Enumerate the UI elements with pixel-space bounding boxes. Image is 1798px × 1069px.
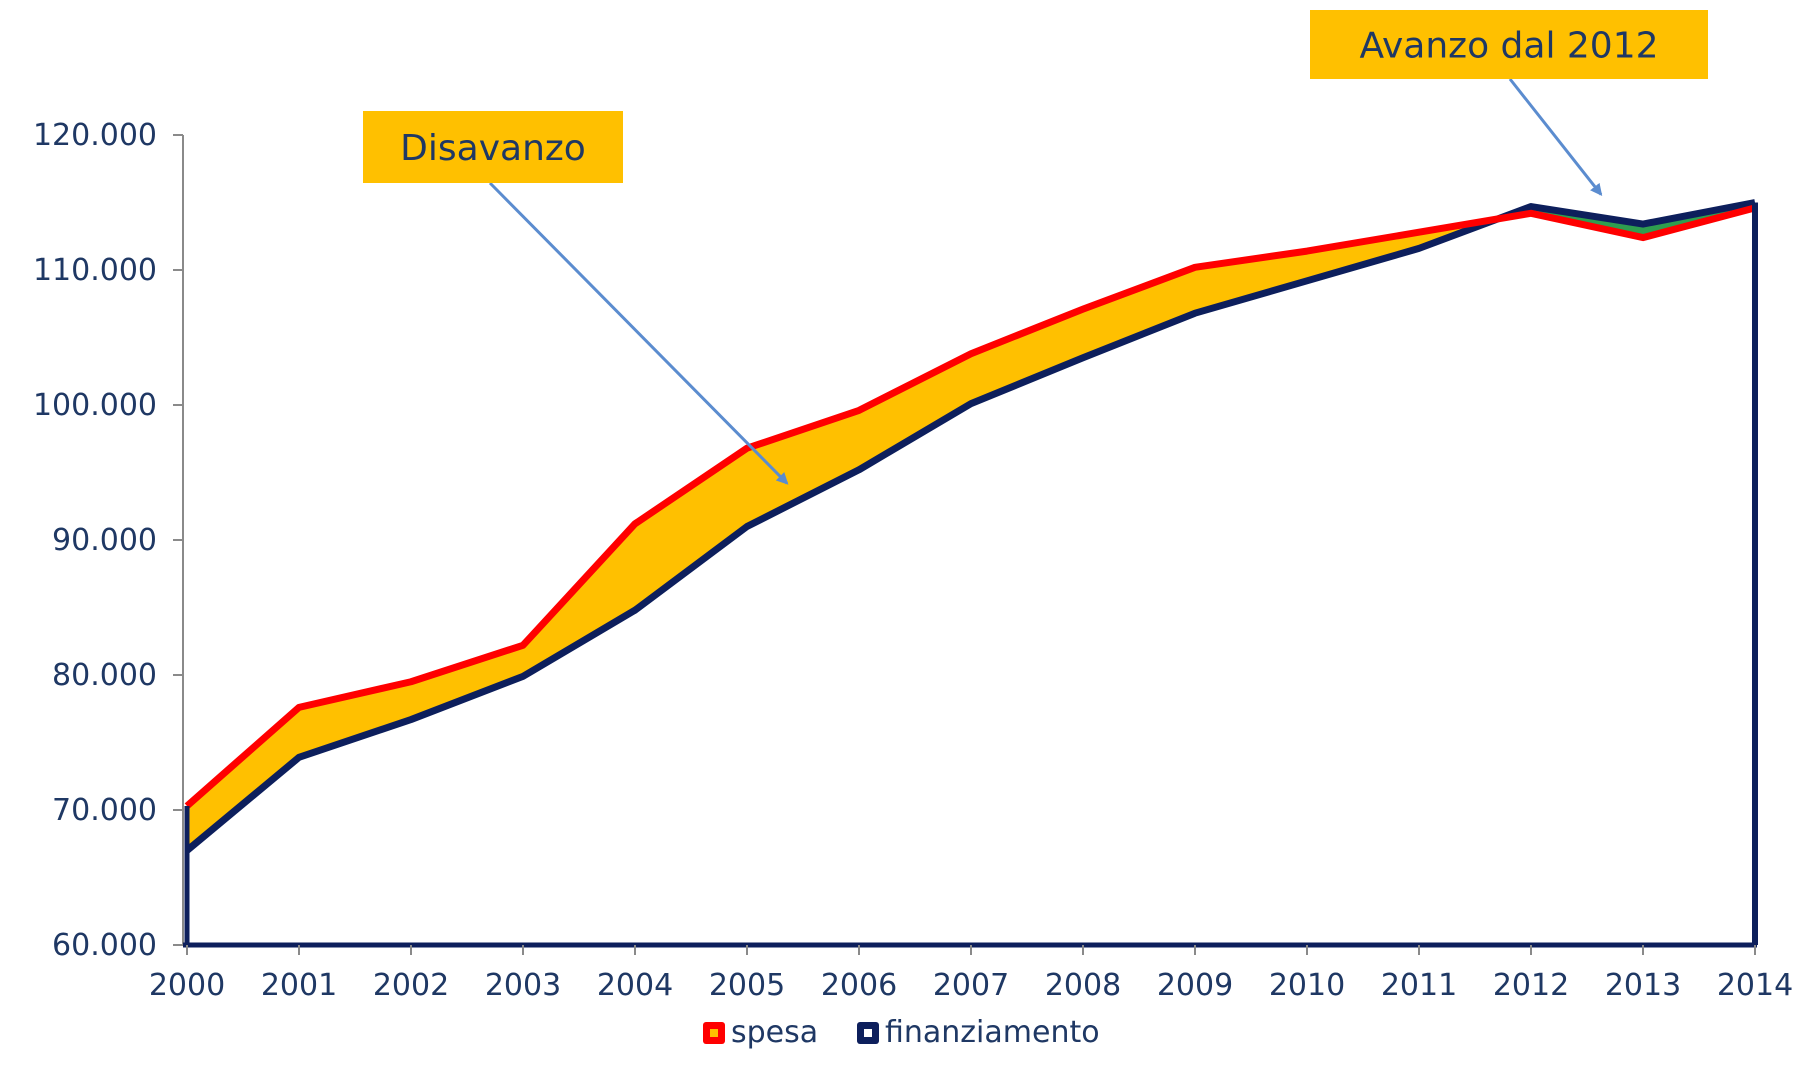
x-tick-label: 2003 (485, 968, 561, 1003)
y-tick-label: 70.000 (52, 793, 157, 828)
deficit-area (523, 523, 635, 677)
deficit-area (1083, 267, 1195, 358)
x-tick-label: 2009 (1157, 968, 1233, 1003)
deficit-area (187, 707, 299, 851)
x-tick-label: 2000 (149, 968, 225, 1003)
legend: spesa finanziamento (703, 1015, 1100, 1050)
annotation-box (363, 111, 623, 183)
annotation-arrow (488, 181, 789, 485)
x-tick-label: 2013 (1605, 968, 1681, 1003)
gap-areas (187, 202, 1755, 851)
annotation-label: Avanzo dal 2012 (1359, 26, 1658, 67)
x-tick-label: 2011 (1381, 968, 1457, 1003)
y-tick-label: 120.000 (33, 118, 157, 153)
annotation-arrow (1508, 78, 1603, 196)
x-tick-label: 2001 (261, 968, 337, 1003)
y-tick-label: 60.000 (52, 928, 157, 963)
x-tick-label: 2004 (597, 968, 673, 1003)
deficit-area (1307, 232, 1419, 281)
y-tick-label: 90.000 (52, 523, 157, 558)
legend-item-spesa-swatch-inner (710, 1029, 718, 1037)
series-lines (184, 199, 1758, 945)
y-tick-label: 110.000 (33, 253, 157, 288)
deficit-area (411, 645, 523, 720)
x-tick-label: 2014 (1717, 968, 1793, 1003)
x-tick-label: 2007 (933, 968, 1009, 1003)
x-tick-label: 2010 (1269, 968, 1345, 1003)
deficit-area (299, 681, 411, 758)
legend-item-finanziamento-label: finanziamento (885, 1015, 1100, 1050)
axes (182, 135, 1757, 948)
deficit-area (635, 448, 747, 611)
annotations: Disavanzo Avanzo dal 2012 (363, 10, 1708, 485)
annotation-box (1310, 10, 1708, 79)
legend-item-finanziamento-swatch-inner (864, 1029, 872, 1037)
x-tick-label: 2008 (1045, 968, 1121, 1003)
series-line-finanziamento (184, 199, 1756, 854)
x-tick-label: 2002 (373, 968, 449, 1003)
x-tick-labels: 2000 2001 2002 2003 2004 2005 2006 2007 2008 2009… (149, 945, 1793, 1003)
x-tick-label: 2012 (1493, 968, 1569, 1003)
x-tick-label: 2005 (709, 968, 785, 1003)
annotation-label: Disavanzo (400, 128, 586, 169)
deficit-area (971, 309, 1083, 404)
y-tick-labels: 60.000 70.000 80.000 90.000 100.000 110.000 12… (33, 118, 183, 963)
y-tick-label: 80.000 (52, 658, 157, 693)
deficit-area (859, 353, 971, 470)
y-tick-label: 100.000 (33, 388, 157, 423)
legend-item-spesa-label: spesa (731, 1015, 818, 1050)
series-line-spesa (184, 204, 1756, 809)
x-tick-label: 2006 (821, 968, 897, 1003)
